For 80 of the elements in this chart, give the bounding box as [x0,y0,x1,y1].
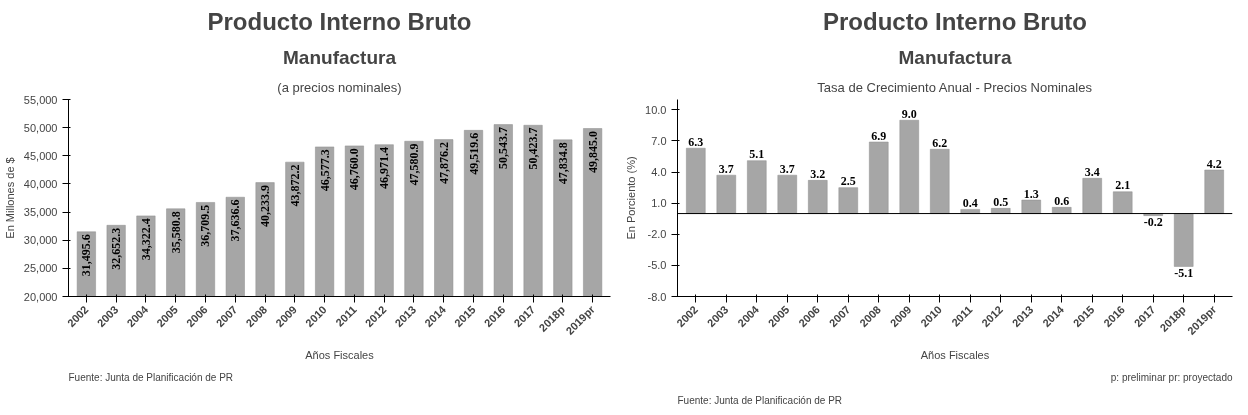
data-label: 50,423.7 [526,127,541,170]
chart-title: Producto Interno Bruto [823,7,1087,35]
y-tick-label: 25,000 [23,262,58,275]
bar [1113,191,1133,214]
bar [686,147,706,214]
chart-title: Producto Interno Bruto [207,7,472,35]
bar [1204,169,1224,214]
data-label: 3.4 [1084,164,1100,179]
data-label: 3.2 [810,167,826,182]
y-tick-label: 40,000 [23,177,58,190]
data-label: 2.5 [840,174,856,189]
data-label: 46,577.3 [317,149,332,192]
data-label: 46,760.0 [347,148,362,191]
y-tick-label: 20,000 [23,290,58,303]
data-label: 47,834.8 [555,142,570,185]
y-tick-label: 1.0 [651,197,667,210]
data-label: 36,709.5 [198,204,213,247]
data-label: 1.3 [1023,186,1039,201]
text: Tasa de Crecimiento Anual - Precios Nominales [817,79,1093,95]
x-axis-title: Años Fiscales [305,349,375,362]
bar [930,149,950,214]
bar [1082,178,1102,214]
data-label: 40,233.9 [258,184,273,227]
bar [899,119,919,214]
data-label: 43,872.2 [287,164,302,207]
y-axis-title: En Millones de $ [3,157,16,239]
data-label: 47,580.9 [406,143,421,186]
data-label: 6.3 [688,134,704,149]
data-label: 50,543.7 [496,126,511,169]
data-label: 32,652.3 [109,227,124,270]
text: p: preliminar pr: proyectado [1110,371,1233,383]
data-label: 34,322.4 [138,218,153,261]
data-label: 3.7 [779,161,795,176]
data-label: 9.0 [901,106,917,121]
data-label: 47,876.2 [436,141,451,184]
data-label: 4.2 [1206,156,1222,171]
y-tick-label: 50,000 [23,121,58,134]
data-label: -0.2 [1143,214,1163,229]
chart-subtitle: Manufactura [283,46,397,68]
bar [1021,199,1041,214]
bar [869,141,889,214]
data-label: 6.2 [932,135,948,150]
data-label: 49,519.6 [466,132,481,175]
data-label: 49,845.0 [585,130,600,173]
data-label: 6.9 [871,128,887,143]
text: (a precios nominales) [277,79,402,95]
data-label: 5.1 [749,147,765,162]
y-tick-label: 45,000 [23,149,58,162]
source-note: Fuente: Junta de Planificación de PR [677,394,843,406]
bar [838,187,858,214]
data-label: 0.4 [962,196,978,211]
y-tick-label: -8.0 [647,290,667,303]
y-tick-label: 10.0 [645,103,667,116]
bar [747,160,767,214]
data-label: 37,636.6 [228,199,243,242]
bar [716,174,736,214]
data-label: 0.6 [1054,193,1070,208]
y-tick-label: -5.0 [647,259,667,272]
data-label: 35,580.8 [168,211,183,254]
data-label: 46,971.4 [377,147,392,190]
y-tick-label: 35,000 [23,206,58,219]
bar [808,180,828,214]
x-axis-title: Años Fiscales [920,349,990,362]
data-label: 3.7 [718,161,734,176]
bar [991,208,1011,214]
y-tick-label: 7.0 [651,134,667,147]
y-tick-label: 55,000 [23,93,58,106]
data-label: 0.5 [993,195,1009,209]
bar [1174,213,1194,267]
data-label: 31,495.6 [79,234,94,277]
y-axis-title: En Porciento (%) [625,156,638,240]
chart-subtitle: Manufactura [898,46,1012,68]
source-note: Fuente: Junta de Planificación de PR [68,371,234,383]
bar [1052,207,1072,214]
y-tick-label: 4.0 [651,166,667,179]
bar [777,174,797,214]
y-tick-label: -2.0 [647,228,667,241]
data-label: 2.1 [1115,178,1131,193]
y-tick-label: 30,000 [23,234,58,247]
data-label: -5.1 [1174,265,1194,280]
